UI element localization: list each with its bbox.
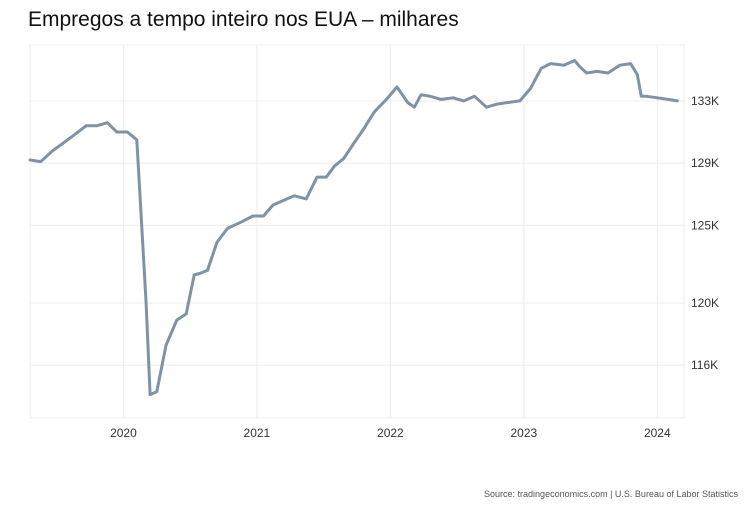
y-tick-label: 116K bbox=[691, 358, 718, 372]
data-point bbox=[413, 106, 416, 108]
data-point bbox=[579, 66, 581, 68]
x-tick-label: 2023 bbox=[510, 426, 537, 440]
data-point bbox=[440, 98, 442, 101]
y-tick-label: 120K bbox=[691, 296, 719, 310]
data-point bbox=[342, 157, 345, 160]
data-point bbox=[452, 97, 454, 99]
data-point bbox=[573, 59, 576, 62]
data-point bbox=[39, 160, 42, 163]
x-tick-label: 2020 bbox=[110, 426, 137, 440]
data-point bbox=[667, 98, 669, 101]
data-point bbox=[596, 70, 598, 73]
data-point bbox=[145, 302, 147, 304]
data-point bbox=[656, 97, 659, 99]
data-point bbox=[385, 98, 388, 101]
data-point bbox=[406, 101, 409, 104]
data-point bbox=[282, 199, 285, 202]
data-point bbox=[252, 215, 254, 217]
data-point bbox=[619, 64, 621, 66]
data-point bbox=[293, 195, 296, 197]
y-tick-label: 129K bbox=[691, 156, 719, 170]
x-tick-label: 2022 bbox=[377, 426, 404, 440]
data-point bbox=[136, 139, 138, 141]
data-point bbox=[352, 143, 354, 146]
data-point bbox=[540, 67, 542, 70]
data-points bbox=[29, 59, 679, 396]
data-point bbox=[485, 106, 488, 108]
x-axis-tick-labels: 2020 2021 2022 2023 2024 bbox=[110, 426, 671, 440]
data-point bbox=[463, 100, 465, 102]
data-point bbox=[333, 165, 336, 167]
data-point bbox=[156, 390, 158, 393]
data-point bbox=[373, 111, 376, 113]
data-point bbox=[640, 95, 643, 98]
data-point bbox=[206, 269, 209, 272]
data-point bbox=[126, 131, 129, 133]
chart-title: Empregos a tempo inteiro nos EUA – milha… bbox=[28, 8, 459, 31]
data-point bbox=[176, 319, 178, 321]
data-point bbox=[140, 208, 142, 211]
data-point bbox=[563, 64, 565, 66]
data-point bbox=[519, 100, 521, 102]
source-note: Source: tradingeconomics.com | U.S. Bure… bbox=[484, 489, 738, 499]
data-point bbox=[676, 100, 679, 102]
data-point bbox=[645, 95, 648, 98]
data-point bbox=[85, 125, 87, 127]
data-point bbox=[507, 101, 509, 104]
data-point bbox=[51, 149, 54, 152]
plot-area bbox=[29, 44, 685, 419]
data-point bbox=[62, 142, 65, 144]
data-point bbox=[429, 95, 432, 98]
data-point bbox=[362, 128, 365, 130]
x-tick-label: 2021 bbox=[244, 426, 271, 440]
data-point bbox=[549, 62, 552, 65]
data-point bbox=[193, 274, 195, 276]
data-point bbox=[95, 125, 98, 127]
data-point bbox=[420, 93, 422, 96]
data-point bbox=[116, 131, 118, 133]
data-point bbox=[185, 313, 187, 315]
y-tick-label: 125K bbox=[691, 218, 719, 232]
y-axis-tick-labels: 116K 120K 125K 129K 133K bbox=[691, 94, 719, 372]
data-point bbox=[198, 272, 201, 275]
data-point bbox=[325, 176, 328, 178]
data-point bbox=[262, 215, 265, 217]
data-point bbox=[529, 87, 532, 90]
data-point bbox=[29, 159, 31, 161]
data-point bbox=[165, 344, 167, 346]
data-point bbox=[473, 95, 476, 98]
data-point bbox=[496, 103, 498, 105]
vertical-gridlines bbox=[122, 45, 658, 418]
data-point bbox=[106, 121, 109, 124]
data-point bbox=[272, 204, 274, 206]
data-point bbox=[216, 241, 218, 244]
y-tick-label: 133K bbox=[691, 94, 719, 108]
data-point bbox=[226, 227, 229, 230]
data-point bbox=[316, 176, 318, 178]
horizontal-gridlines bbox=[30, 100, 684, 366]
data-point bbox=[396, 86, 398, 88]
data-point bbox=[73, 134, 75, 136]
data-point bbox=[629, 62, 632, 65]
data-point bbox=[240, 221, 242, 223]
data-point bbox=[585, 72, 588, 74]
data-point bbox=[636, 73, 639, 76]
data-point bbox=[607, 72, 609, 74]
series-line bbox=[28, 59, 679, 397]
data-point bbox=[305, 198, 308, 200]
data-point bbox=[149, 393, 151, 396]
x-tick-label: 2024 bbox=[644, 426, 671, 440]
